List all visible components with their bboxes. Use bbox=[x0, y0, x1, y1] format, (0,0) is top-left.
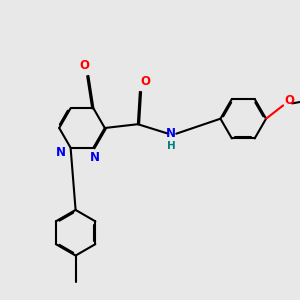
Text: N: N bbox=[166, 127, 176, 140]
Text: O: O bbox=[141, 75, 151, 88]
Text: O: O bbox=[80, 59, 89, 73]
Text: O: O bbox=[284, 94, 294, 107]
Text: N: N bbox=[89, 151, 99, 164]
Text: N: N bbox=[56, 146, 66, 159]
Text: H: H bbox=[167, 141, 176, 151]
